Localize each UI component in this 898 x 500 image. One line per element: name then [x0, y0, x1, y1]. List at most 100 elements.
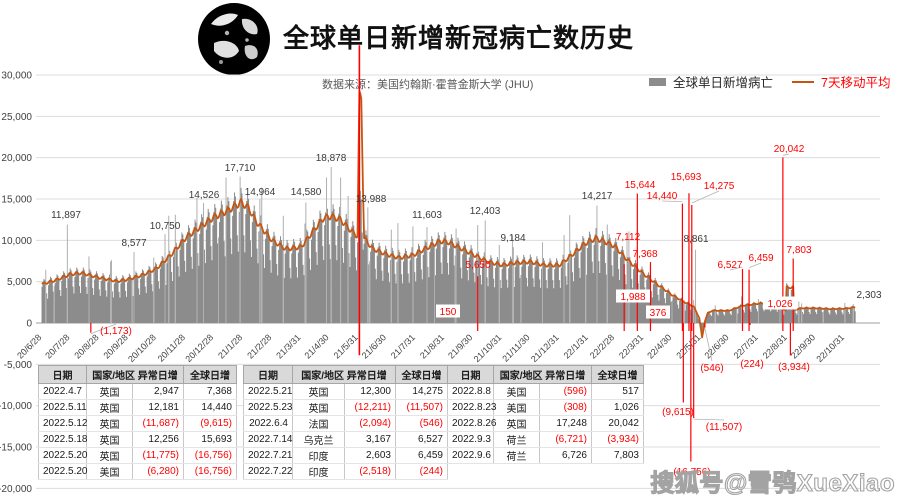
table-cell: 14,275 [395, 383, 448, 400]
table-cell: 2022.5.23 [243, 399, 293, 416]
table-row: 2022.7.22 印度 (2,518) (244) [243, 463, 448, 480]
globe-logo-icon [198, 3, 270, 75]
table-cell: 6,726 [539, 447, 592, 464]
table-cell: (16,756) [183, 447, 237, 464]
table-header-cell: 日期 [243, 365, 293, 384]
ma-line-label: 7天移动平均 [821, 76, 891, 90]
anomaly-value-label: 7,803 [786, 245, 811, 256]
table-row: 2022.8.8 美国 (596) 517 [447, 383, 644, 400]
table-cell: 荷兰 [493, 431, 540, 448]
table-cell: 12,256 [132, 431, 184, 448]
table-cell: 美国 [493, 399, 540, 416]
peak-value-label: 10,750 [150, 221, 181, 232]
table-cell: 2022.9.6 [447, 447, 494, 464]
x-axis-tick-label: 21/11/30 [500, 332, 531, 363]
y-axis-tick-label: 10,000 [1, 236, 32, 247]
peak-value-label: 14,964 [245, 187, 276, 198]
table-cell: 6,527 [395, 431, 448, 448]
x-axis-tick-label: 21/3/31 [274, 332, 302, 360]
x-axis-tick-label: 22/4/30 [645, 332, 673, 360]
peak-value-label: 11,897 [51, 210, 81, 221]
table-cell: 印度 [292, 447, 345, 464]
table-header-cell: 国家/地区 异常日增 [292, 365, 396, 384]
table-cell: 2,947 [132, 383, 184, 400]
y-axis-tick-label: -15,000 [0, 443, 32, 454]
anomaly-value-label: 6,459 [748, 253, 773, 264]
peak-value-label: 14,526 [189, 190, 220, 201]
x-axis-tick-label: 21/7/31 [389, 332, 417, 360]
table-cell: 2022.8.26 [447, 415, 497, 432]
anomaly-value-label: (1,173) [100, 326, 132, 337]
table-cell: 美国 [493, 383, 540, 400]
anomaly-value-label: 376 [650, 308, 667, 319]
table-row: 2022.5.23 英国 (12,211) (11,507) [243, 399, 448, 416]
table-cell: 英国 [86, 399, 133, 416]
table-cell: 20,042 [591, 415, 644, 432]
table-cell: 7,803 [591, 447, 644, 464]
anomaly-value-label: 5,650 [465, 260, 490, 271]
x-axis-tick-label: 22/5/31 [674, 332, 702, 360]
x-axis-tick-label: 21/1/28 [216, 332, 244, 360]
peak-value-label: 17,710 [225, 163, 256, 174]
table-row: 2022.7.14 乌克兰 3,167 6,527 [243, 431, 448, 448]
table-cell: 英国 [292, 399, 345, 416]
x-axis-tick-label: 22/1/31 [562, 332, 590, 360]
table-cell: 12,300 [344, 383, 396, 400]
anomaly-value-label: 7,112 [616, 232, 641, 243]
table-cell: 2022.5.11 [38, 399, 87, 416]
table-cell: 2022.9.3 [447, 431, 494, 448]
x-axis-tick-label: 22/7/31 [732, 332, 760, 360]
table-row: 2022.5.20 美国 (6,280) (16,756) [38, 463, 237, 480]
table-cell: 2022.5.12 [38, 415, 88, 432]
table-cell: 荷兰 [493, 447, 540, 464]
x-axis-tick-label: 21/9/30 [446, 332, 474, 360]
anomaly-table-3: 日期 国家/地区 异常日增 全球日增 2022.8.8 美国 (596) 517 2022.8… [447, 365, 644, 464]
page-header: 全球单日新增新冠病亡数历史 数据来源：美国约翰斯·霍普金斯大学 (JHU) 全球… [0, 0, 898, 100]
table-row: 2022.5.11 英国 12,181 14,440 [38, 399, 237, 416]
table-cell: (244) [395, 463, 448, 480]
table-cell: (12,211) [344, 399, 396, 416]
bar-series-swatch-icon [649, 77, 666, 86]
table-header-cell: 全球日增 [591, 365, 644, 384]
x-axis-tick-label: 20/12/28 [183, 332, 215, 364]
anomaly-value-label: (546) [700, 363, 723, 374]
table-cell: (3,934) [591, 431, 644, 448]
x-axis-tick-label: 21/10/31 [472, 332, 504, 364]
x-axis-tick-label: 20/7/28 [43, 332, 71, 360]
x-axis-tick-label: 21/8/31 [418, 332, 446, 360]
table-row: 2022.5.20 英国 (11,775) (16,756) [38, 447, 237, 464]
table-cell: (546) [395, 415, 448, 432]
table-cell: (16,756) [183, 463, 237, 480]
table-cell: (11,687) [132, 415, 184, 432]
anomaly-value-label: 6,527 [717, 260, 742, 271]
ma-line-swatch-icon [792, 80, 815, 83]
x-axis-tick-label: 22/3/31 [617, 332, 645, 360]
y-axis-tick-label: 15,000 [1, 195, 32, 206]
table-cell: (9,615) [183, 415, 237, 432]
peak-value-label: 11,603 [412, 210, 442, 221]
peak-value-label: 2,303 [856, 290, 881, 301]
table-cell: 2022.8.8 [447, 383, 494, 400]
table-cell: 法国 [292, 415, 345, 432]
table-row: 2022.6.4 法国 (2,094) (546) [243, 415, 448, 432]
x-axis-tick-label: 20/10/28 [126, 332, 158, 364]
x-axis-tick-label: 21/6/30 [360, 332, 388, 360]
table-cell: 3,167 [344, 431, 396, 448]
anomaly-value-label: (3,934) [778, 362, 810, 373]
y-axis-tick-label: -20,000 [0, 484, 32, 495]
table-cell: (308) [539, 399, 592, 416]
peak-value-label: 14,217 [582, 191, 613, 202]
table-cell: 乌克兰 [292, 431, 345, 448]
table-header-cell: 全球日增 [395, 365, 448, 384]
table-row: 2022.5.21 英国 12,300 14,275 [243, 383, 448, 400]
table-cell: (2,518) [344, 463, 396, 480]
table-cell: 2022.7.14 [243, 431, 293, 448]
anomaly-value-label: 20,042 [774, 144, 805, 155]
table-cell: (11,775) [132, 447, 184, 464]
table-cell: 英国 [292, 383, 345, 400]
anomaly-value-label: 15,644 [625, 180, 656, 191]
y-axis-tick-label: 5,000 [7, 277, 32, 288]
anomaly-table-2: 日期 国家/地区 异常日增 全球日增 2022.5.21 英国 12,300 14,275 2… [243, 365, 448, 480]
anomaly-value-label: 1,988 [620, 292, 645, 303]
data-source-note: 数据来源：美国约翰斯·霍普金斯大学 (JHU) [322, 79, 534, 91]
